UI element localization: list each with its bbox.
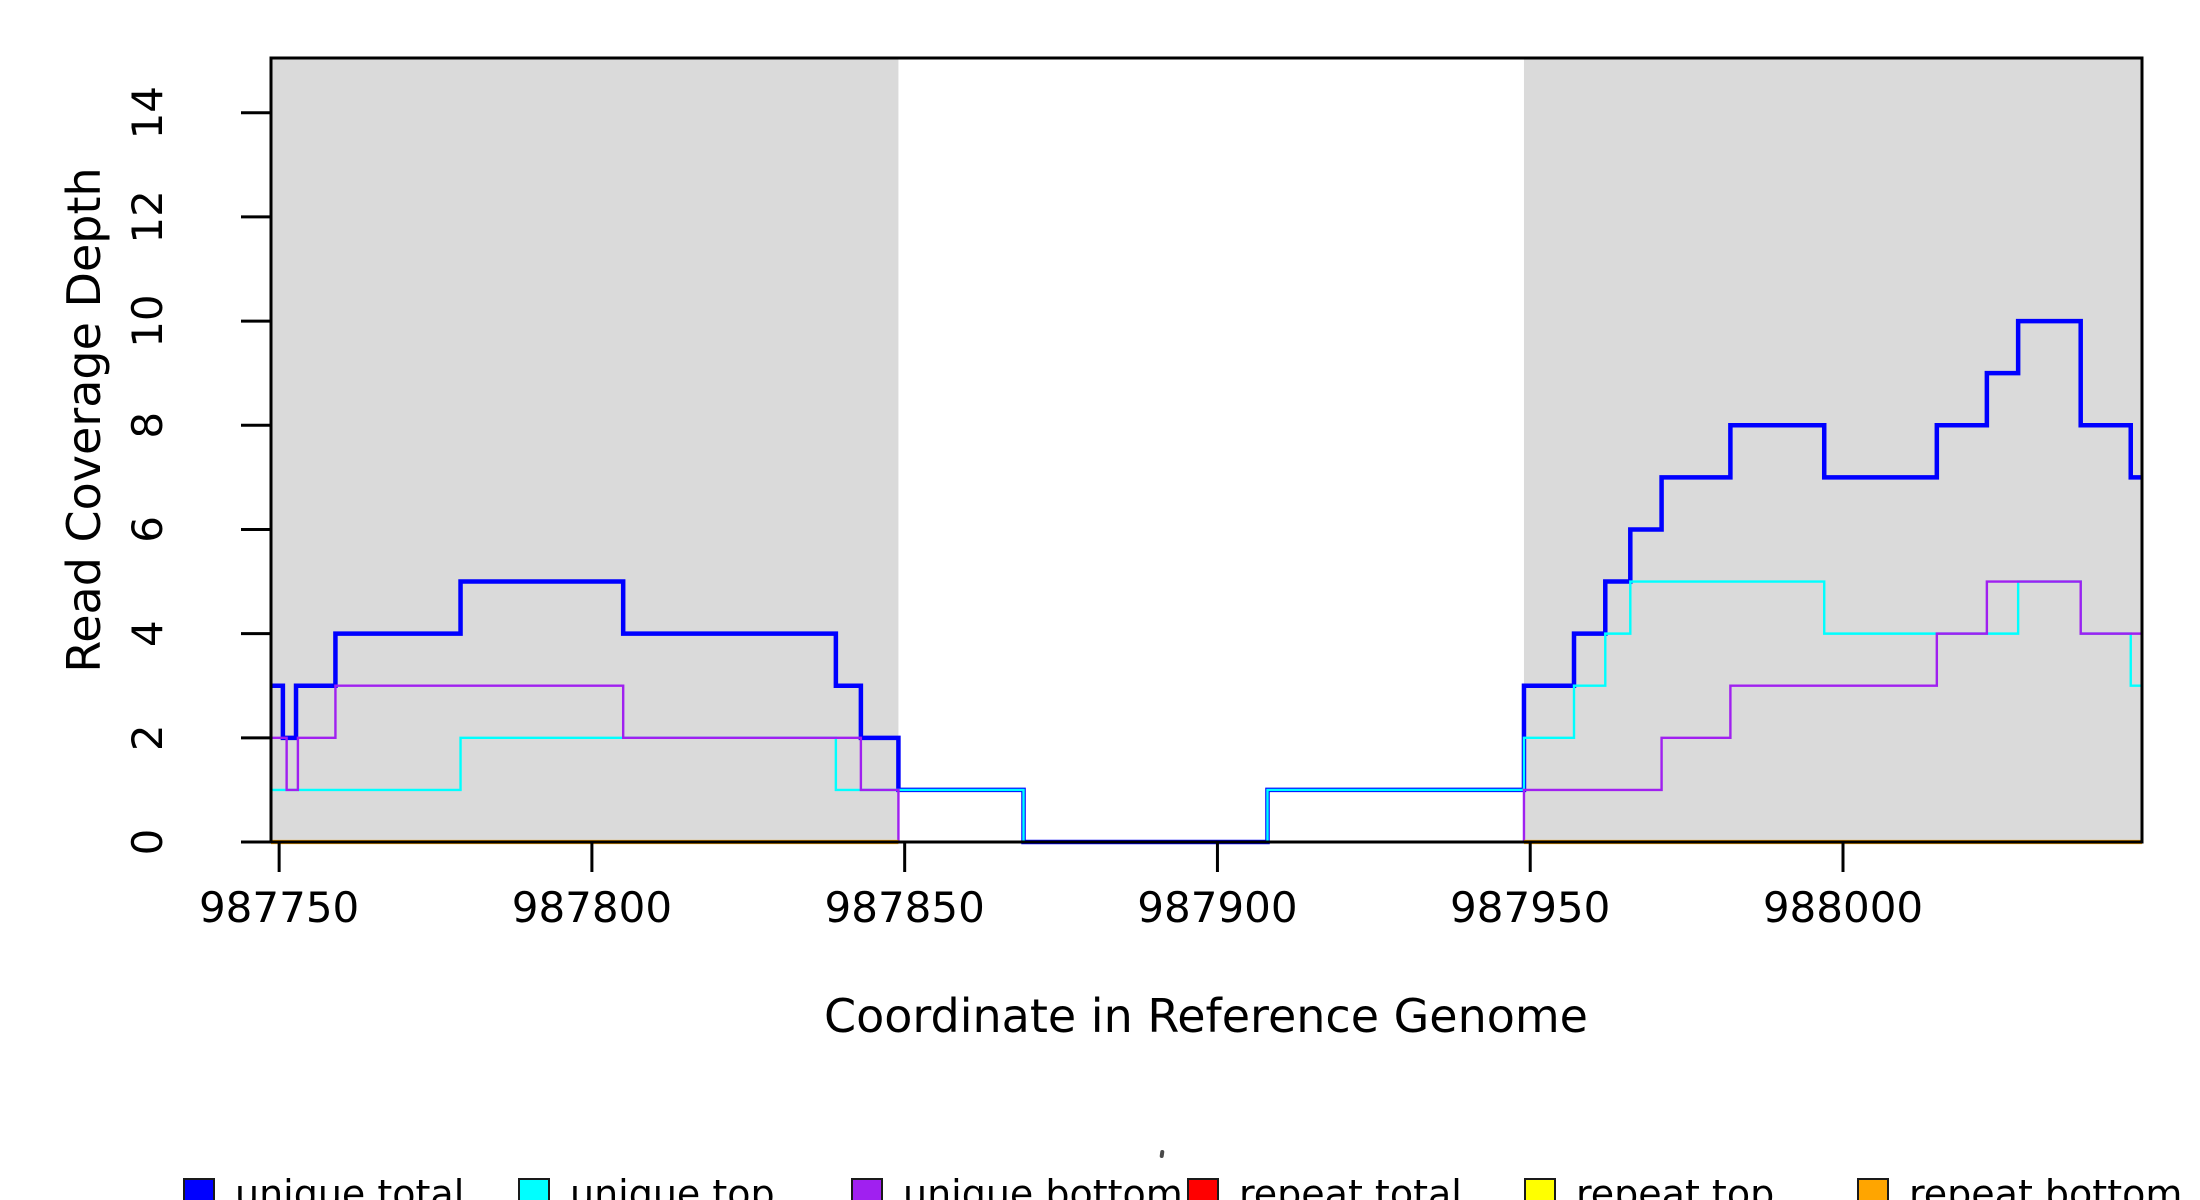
repeat-bottom-swatch-icon [1857,1178,1889,1200]
y-tick-label: 12 [123,190,172,243]
unique-top-swatch-icon [518,1178,550,1200]
y-tick-label: 14 [123,86,172,139]
x-tick-label: 987900 [1137,883,1297,932]
legend: unique total unique top unique bottom re… [0,1172,2200,1200]
unique-total-swatch-icon [183,1178,215,1200]
legend-label: repeat top [1576,1172,1775,1200]
y-axis-title: Read Coverage Depth [57,167,111,672]
legend-item-unique-total: unique total [183,1172,464,1200]
x-tick-label: 987800 [512,883,672,932]
axes-and-ticks: 987750 987800 987850 987900 987950 988000 0 2 4 6… [123,56,2144,932]
repeat-region-right [1523,58,2142,842]
legend-item-repeat-top: repeat top [1524,1172,1774,1200]
x-tick-label: 988000 [1763,883,1923,932]
y-tick-label: 6 [123,516,172,543]
unique-bottom-swatch-icon [851,1178,883,1200]
y-tick-label: 2 [123,724,172,751]
repeat-top-swatch-icon [1524,1178,1556,1200]
shaded-repeat-regions [271,58,2142,842]
repeat-region-left [271,58,899,842]
x-tick-label: 987750 [199,883,359,932]
legend-label: repeat total [1239,1172,1462,1200]
legend-item-unique-bottom: unique bottom [851,1172,1183,1200]
legend-label: unique bottom [903,1172,1183,1200]
repeat-total-swatch-icon [1187,1178,1219,1200]
x-axis-title: Coordinate in Reference Genome [824,989,1588,1043]
y-tick-label: 4 [123,620,172,647]
y-tick-label: 0 [123,829,172,856]
legend-item-unique-top: unique top [518,1172,775,1200]
legend-item-repeat-bottom: repeat bottom [1857,1172,2182,1200]
plot-box [269,56,2144,844]
y-tick-label: 10 [123,294,172,347]
legend-label: unique total [235,1172,465,1200]
legend-label: unique top [570,1172,775,1200]
legend-label: repeat bottom [1909,1172,2183,1200]
x-tick-label: 987950 [1450,883,1610,932]
series-line-unique-total [271,318,2142,845]
legend-item-repeat-total: repeat total [1187,1172,1462,1200]
y-tick-label: 8 [123,412,172,439]
x-tick-label: 987850 [825,883,985,932]
